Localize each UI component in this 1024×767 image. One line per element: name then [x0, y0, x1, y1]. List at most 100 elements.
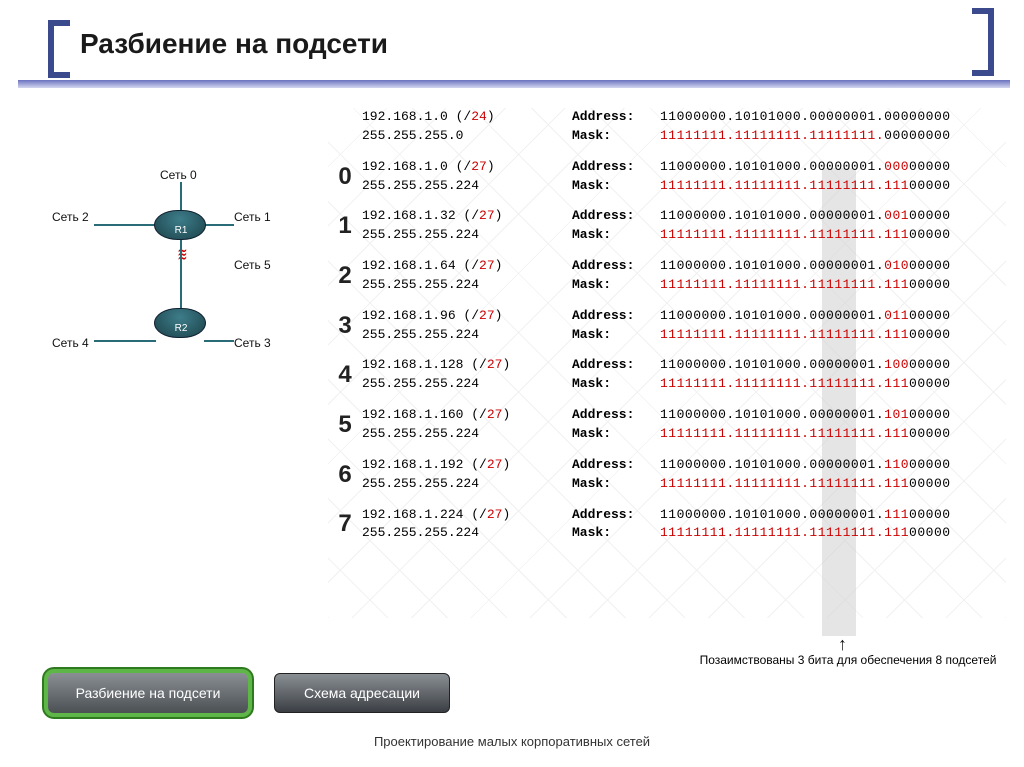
row-mask-suf: 00000: [909, 476, 951, 491]
hdr-mask-b-pre: 11111111.11111111.11111111.: [660, 128, 884, 143]
hdr-ip: 192.168.1.0 (/: [362, 108, 471, 127]
row-ip: 192.168.1.128 (/: [362, 356, 487, 375]
footer-text: Проектирование малых корпоративных сетей: [0, 734, 1024, 749]
row-mask-pre: 11111111.11111111.11111111.: [660, 426, 884, 441]
subnet-row: 0192.168.1.0 (/27)255.255.255.224Address…: [328, 158, 951, 196]
row-mask-sub: 111: [884, 277, 909, 292]
subnet-row: 2192.168.1.64 (/27)255.255.255.224Addres…: [328, 257, 951, 295]
row-cidr: 27: [487, 506, 503, 525]
row-ipend: ): [502, 356, 510, 375]
row-addr-sub: 001: [884, 208, 909, 223]
row-mask-suf: 00000: [909, 178, 951, 193]
subnet-row: 7192.168.1.224 (/27)255.255.255.224Addre…: [328, 506, 951, 544]
row-cidr: 27: [479, 257, 495, 276]
row-ip: 192.168.1.96 (/: [362, 307, 479, 326]
row-ipend: ): [487, 158, 495, 177]
row-ipend: ): [495, 257, 503, 276]
row-addr-suf: 00000: [909, 457, 951, 472]
subnet-row: 1192.168.1.32 (/27)255.255.255.224Addres…: [328, 207, 951, 245]
row-addr-suf: 00000: [909, 208, 951, 223]
router-r1-icon: R1: [154, 210, 206, 240]
router-r2-label: R2: [155, 323, 207, 334]
row-mask-suf: 00000: [909, 426, 951, 441]
row-mask-l: Mask:: [572, 375, 660, 394]
row-addr-sub: 101: [884, 407, 909, 422]
row-cidr: 27: [471, 158, 487, 177]
row-addr-sub: 100: [884, 357, 909, 372]
row-addr-sub: 010: [884, 258, 909, 273]
row-addr-l: Address:: [572, 356, 660, 375]
row-index: 5: [328, 411, 362, 439]
row-index: 1: [328, 212, 362, 240]
row-ip: 192.168.1.0 (/: [362, 158, 471, 177]
row-addr-pre: 11000000.10101000.00000001.: [660, 258, 884, 273]
row-mask-l: Mask:: [572, 524, 660, 543]
addressing-button[interactable]: Схема адресации: [274, 673, 450, 713]
row-mask-pre: 11111111.11111111.11111111.: [660, 476, 884, 491]
row-addr-pre: 11000000.10101000.00000001.: [660, 457, 884, 472]
row-mask-l: Mask:: [572, 326, 660, 345]
row-mask-l: Mask:: [572, 475, 660, 494]
row-addr-l: Address:: [572, 506, 660, 525]
row-index: 3: [328, 312, 362, 340]
link-n0: [180, 182, 182, 212]
link-r1r2: [180, 240, 182, 310]
content: Сеть 0 Сеть 2 Сеть 1 Сеть 5 Сеть 4 Сеть …: [48, 108, 1006, 707]
row-cidr: 27: [487, 406, 503, 425]
row-mask: 255.255.255.224: [362, 177, 572, 196]
row-ipend: ): [502, 406, 510, 425]
router-r1-label: R1: [155, 225, 207, 236]
row-index: 4: [328, 361, 362, 389]
row-ipend: ): [502, 456, 510, 475]
row-addr-suf: 00000: [909, 308, 951, 323]
row-index: 2: [328, 262, 362, 290]
row-mask-l: Mask:: [572, 425, 660, 444]
link-n1: [204, 224, 234, 226]
subnet-row: 5192.168.1.160 (/27)255.255.255.224Addre…: [328, 406, 951, 444]
row-mask-pre: 11111111.11111111.11111111.: [660, 327, 884, 342]
row-mask-sub: 111: [884, 178, 909, 193]
divider: [18, 80, 1010, 88]
row-mask: 255.255.255.224: [362, 276, 572, 295]
row-mask-pre: 11111111.11111111.11111111.: [660, 525, 884, 540]
row-mask-l: Mask:: [572, 226, 660, 245]
row-mask-pre: 11111111.11111111.11111111.: [660, 227, 884, 242]
row-addr-suf: 00000: [909, 407, 951, 422]
row-addr-l: Address:: [572, 456, 660, 475]
hdr-addr-b: 11000000.10101000.00000001.00000000: [660, 108, 951, 127]
row-ip: 192.168.1.64 (/: [362, 257, 479, 276]
row-addr-l: Address:: [572, 307, 660, 326]
subnetting-button[interactable]: Разбиение на подсети: [48, 673, 248, 713]
row-mask-suf: 00000: [909, 376, 951, 391]
row-ip: 192.168.1.32 (/: [362, 207, 479, 226]
row-cidr: 27: [487, 356, 503, 375]
row-addr-sub: 000: [884, 159, 909, 174]
row-addr-suf: 00000: [909, 507, 951, 522]
row-addr-pre: 11000000.10101000.00000001.: [660, 507, 884, 522]
row-addr-l: Address:: [572, 257, 660, 276]
row-mask: 255.255.255.224: [362, 425, 572, 444]
bits-caption: Позаимствованы 3 бита для обеспечения 8 …: [698, 653, 998, 667]
row-mask-l: Mask:: [572, 177, 660, 196]
row-ip: 192.168.1.192 (/: [362, 456, 487, 475]
row-mask-l: Mask:: [572, 276, 660, 295]
arrow-up-icon: ↑: [838, 634, 847, 655]
row-addr-pre: 11000000.10101000.00000001.: [660, 407, 884, 422]
row-addr-suf: 00000: [909, 258, 951, 273]
row-ip: 192.168.1.160 (/: [362, 406, 487, 425]
row-mask-suf: 00000: [909, 277, 951, 292]
row-mask: 255.255.255.224: [362, 326, 572, 345]
row-mask-suf: 00000: [909, 327, 951, 342]
hdr-mask: 255.255.255.0: [362, 127, 572, 146]
row-addr-sub: 111: [884, 507, 909, 522]
row-addr-pre: 11000000.10101000.00000001.: [660, 208, 884, 223]
net1-label: Сеть 1: [234, 210, 271, 224]
row-mask-sub: 111: [884, 376, 909, 391]
bracket-right: [972, 8, 994, 76]
row-addr-pre: 11000000.10101000.00000001.: [660, 159, 884, 174]
header-row: 192.168.1.0 (/24) 255.255.255.0 Address:…: [328, 108, 951, 146]
row-mask-suf: 00000: [909, 227, 951, 242]
row-mask: 255.255.255.224: [362, 475, 572, 494]
row-mask-sub: 111: [884, 476, 909, 491]
row-ipend: ): [495, 207, 503, 226]
